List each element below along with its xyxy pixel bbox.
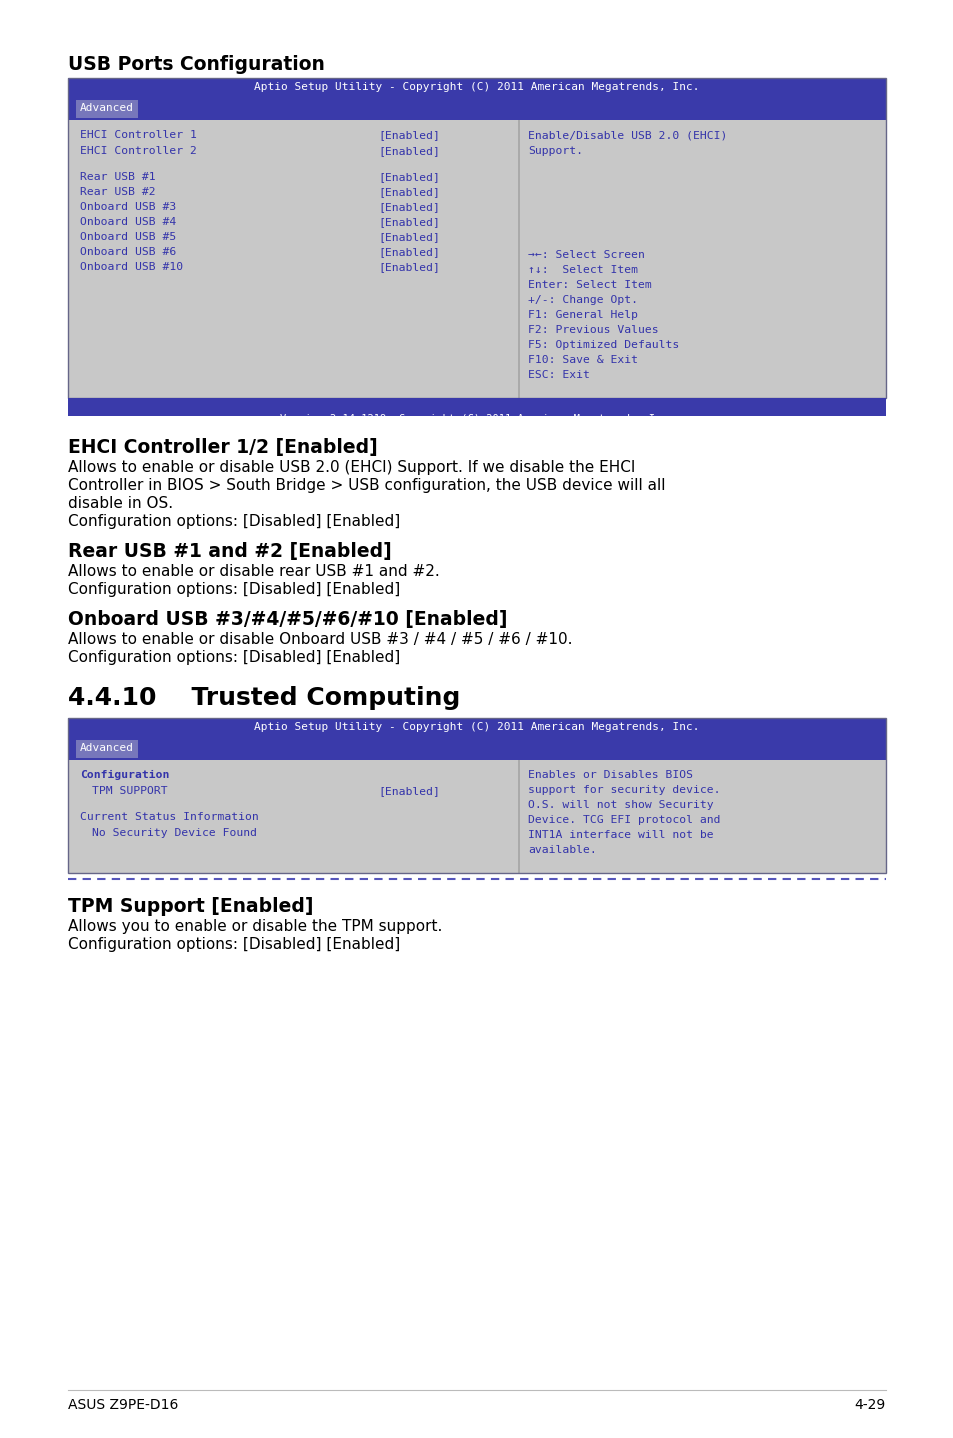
Text: available.: available. — [527, 846, 597, 856]
Text: Advanced: Advanced — [80, 104, 133, 114]
Text: [Enabled]: [Enabled] — [377, 129, 439, 139]
Text: [Enabled]: [Enabled] — [377, 147, 439, 155]
Text: Onboard USB #10: Onboard USB #10 — [80, 262, 183, 272]
Bar — [517, 761, 519, 873]
Text: [Enabled]: [Enabled] — [377, 201, 439, 211]
Text: ESC: Exit: ESC: Exit — [527, 370, 589, 380]
Text: [Enabled]: [Enabled] — [377, 217, 439, 227]
Text: Rear USB #1: Rear USB #1 — [80, 173, 155, 183]
Text: 4-29: 4-29 — [854, 1398, 885, 1412]
Bar — [68, 78, 885, 398]
Text: TPM Support [Enabled]: TPM Support [Enabled] — [68, 897, 314, 916]
Text: Configuration options: [Disabled] [Enabled]: Configuration options: [Disabled] [Enabl… — [68, 513, 400, 529]
Text: F5: Optimized Defaults: F5: Optimized Defaults — [527, 339, 679, 349]
Text: Configuration options: [Disabled] [Enabled]: Configuration options: [Disabled] [Enabl… — [68, 938, 400, 952]
Text: +/-: Change Opt.: +/-: Change Opt. — [527, 295, 638, 305]
Bar — [68, 101, 885, 119]
Bar — [68, 78, 885, 101]
Bar — [76, 741, 138, 758]
Text: Onboard USB #3: Onboard USB #3 — [80, 201, 176, 211]
Text: F2: Previous Values: F2: Previous Values — [527, 325, 658, 335]
Text: Aptio Setup Utility - Copyright (C) 2011 American Megatrends, Inc.: Aptio Setup Utility - Copyright (C) 2011… — [254, 82, 699, 92]
Text: Support.: Support. — [527, 147, 582, 155]
Text: disable in OS.: disable in OS. — [68, 496, 172, 510]
Text: support for security device.: support for security device. — [527, 785, 720, 795]
Text: Enter: Select Item: Enter: Select Item — [527, 280, 651, 290]
Bar — [68, 718, 885, 741]
Text: [Enabled]: [Enabled] — [377, 232, 439, 242]
Text: ↑↓:  Select Item: ↑↓: Select Item — [527, 265, 638, 275]
Text: EHCI Controller 1: EHCI Controller 1 — [80, 129, 196, 139]
Text: EHCI Controller 1/2 [Enabled]: EHCI Controller 1/2 [Enabled] — [68, 439, 377, 457]
Text: ASUS Z9PE-D16: ASUS Z9PE-D16 — [68, 1398, 178, 1412]
Text: O.S. will not show Security: O.S. will not show Security — [527, 800, 713, 810]
Text: [Enabled]: [Enabled] — [377, 262, 439, 272]
Text: [Enabled]: [Enabled] — [377, 173, 439, 183]
Text: TPM SUPPORT: TPM SUPPORT — [91, 787, 168, 797]
Bar — [68, 119, 885, 398]
Text: Aptio Setup Utility - Copyright (C) 2011 American Megatrends, Inc.: Aptio Setup Utility - Copyright (C) 2011… — [254, 722, 699, 732]
Text: Version 2.14.1219. Copyright (C) 2011 American Megatrends, Inc.: Version 2.14.1219. Copyright (C) 2011 Am… — [280, 414, 673, 424]
Text: Advanced: Advanced — [80, 743, 133, 754]
Text: Onboard USB #5: Onboard USB #5 — [80, 232, 176, 242]
Text: Allows to enable or disable Onboard USB #3 / #4 / #5 / #6 / #10.: Allows to enable or disable Onboard USB … — [68, 631, 572, 647]
Bar — [517, 119, 519, 398]
Text: Rear USB #1 and #2 [Enabled]: Rear USB #1 and #2 [Enabled] — [68, 542, 392, 561]
Text: Controller in BIOS > South Bridge > USB configuration, the USB device will all: Controller in BIOS > South Bridge > USB … — [68, 477, 665, 493]
Text: Enables or Disables BIOS: Enables or Disables BIOS — [527, 769, 692, 779]
Bar — [68, 398, 885, 416]
Text: No Security Device Found: No Security Device Found — [91, 828, 256, 838]
Text: Onboard USB #4: Onboard USB #4 — [80, 217, 176, 227]
Text: 4.4.10    Trusted Computing: 4.4.10 Trusted Computing — [68, 686, 460, 710]
Text: [Enabled]: [Enabled] — [377, 187, 439, 197]
Text: Configuration options: [Disabled] [Enabled]: Configuration options: [Disabled] [Enabl… — [68, 582, 400, 597]
Bar — [76, 101, 138, 118]
Text: F10: Save & Exit: F10: Save & Exit — [527, 355, 638, 365]
Text: EHCI Controller 2: EHCI Controller 2 — [80, 147, 196, 155]
Text: Enable/Disable USB 2.0 (EHCI): Enable/Disable USB 2.0 (EHCI) — [527, 129, 726, 139]
Text: Allows you to enable or disable the TPM support.: Allows you to enable or disable the TPM … — [68, 919, 442, 935]
Text: Allows to enable or disable rear USB #1 and #2.: Allows to enable or disable rear USB #1 … — [68, 564, 439, 580]
Text: Rear USB #2: Rear USB #2 — [80, 187, 155, 197]
Text: Configuration options: [Disabled] [Enabled]: Configuration options: [Disabled] [Enabl… — [68, 650, 400, 664]
Text: Current Status Information: Current Status Information — [80, 812, 258, 823]
Text: Configuration: Configuration — [80, 769, 170, 779]
Text: USB Ports Configuration: USB Ports Configuration — [68, 55, 325, 73]
Text: [Enabled]: [Enabled] — [377, 787, 439, 797]
Bar — [68, 741, 885, 761]
Text: [Enabled]: [Enabled] — [377, 247, 439, 257]
Bar — [68, 761, 885, 873]
Text: Onboard USB #3/#4/#5/#6/#10 [Enabled]: Onboard USB #3/#4/#5/#6/#10 [Enabled] — [68, 610, 507, 628]
Text: INT1A interface will not be: INT1A interface will not be — [527, 830, 713, 840]
Text: Device. TCG EFI protocol and: Device. TCG EFI protocol and — [527, 815, 720, 825]
Bar — [68, 718, 885, 873]
Text: F1: General Help: F1: General Help — [527, 311, 638, 321]
Text: Allows to enable or disable USB 2.0 (EHCI) Support. If we disable the EHCI: Allows to enable or disable USB 2.0 (EHC… — [68, 460, 635, 475]
Text: Onboard USB #6: Onboard USB #6 — [80, 247, 176, 257]
Text: →←: Select Screen: →←: Select Screen — [527, 250, 644, 260]
